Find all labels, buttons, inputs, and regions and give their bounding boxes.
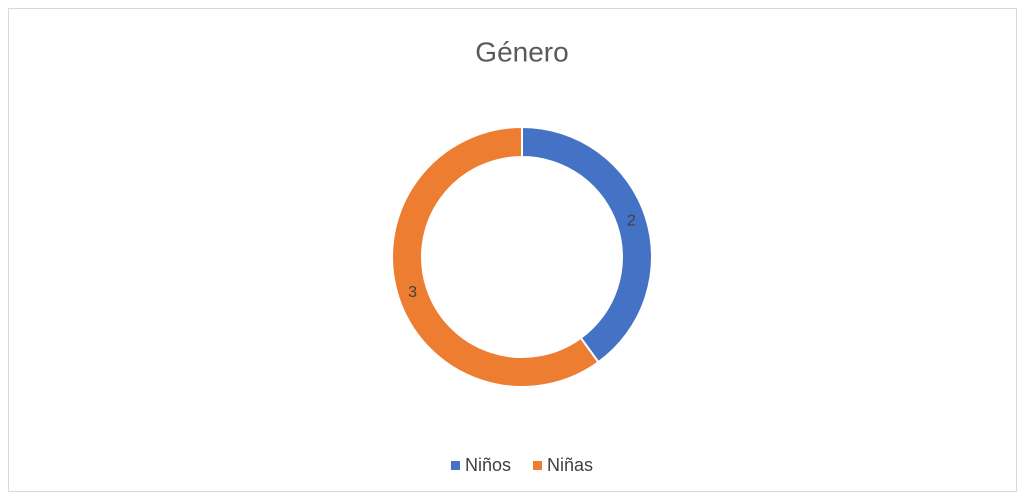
legend-marker (533, 461, 542, 470)
legend-label: Niñas (547, 455, 593, 475)
data-label: 2 (627, 213, 636, 230)
legend-label: Niños (465, 455, 511, 475)
donut-segment (391, 125, 600, 388)
data-label: 3 (408, 284, 417, 301)
legend-marker (450, 461, 460, 470)
chart-border (8, 8, 1017, 492)
chart-title: Género (475, 36, 568, 67)
